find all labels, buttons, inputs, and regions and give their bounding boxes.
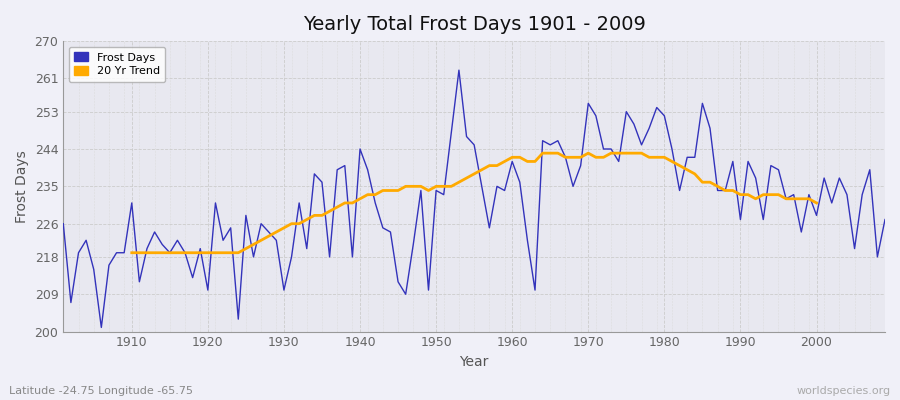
20 Yr Trend xyxy=(796,196,806,201)
20 Yr Trend xyxy=(302,217,312,222)
Frost Days xyxy=(293,200,304,205)
Text: Latitude -24.75 Longitude -65.75: Latitude -24.75 Longitude -65.75 xyxy=(9,386,193,396)
Frost Days xyxy=(58,221,68,226)
Line: 20 Yr Trend: 20 Yr Trend xyxy=(131,153,816,253)
20 Yr Trend xyxy=(126,250,137,255)
Frost Days xyxy=(613,159,624,164)
Frost Days xyxy=(879,217,890,222)
20 Yr Trend xyxy=(210,250,220,255)
20 Yr Trend xyxy=(537,151,548,156)
20 Yr Trend xyxy=(804,196,814,201)
Frost Days xyxy=(522,238,533,243)
20 Yr Trend xyxy=(712,184,723,189)
Y-axis label: Frost Days: Frost Days xyxy=(15,150,29,223)
20 Yr Trend xyxy=(286,221,297,226)
Text: worldspecies.org: worldspecies.org xyxy=(796,386,891,396)
Frost Days xyxy=(454,68,464,72)
Frost Days xyxy=(515,180,526,184)
Frost Days xyxy=(96,325,107,330)
Frost Days xyxy=(126,200,137,205)
Title: Yearly Total Frost Days 1901 - 2009: Yearly Total Frost Days 1901 - 2009 xyxy=(302,15,645,34)
Frost Days xyxy=(339,163,350,168)
20 Yr Trend xyxy=(811,200,822,205)
Line: Frost Days: Frost Days xyxy=(63,70,885,328)
Legend: Frost Days, 20 Yr Trend: Frost Days, 20 Yr Trend xyxy=(68,47,166,82)
X-axis label: Year: Year xyxy=(460,355,489,369)
